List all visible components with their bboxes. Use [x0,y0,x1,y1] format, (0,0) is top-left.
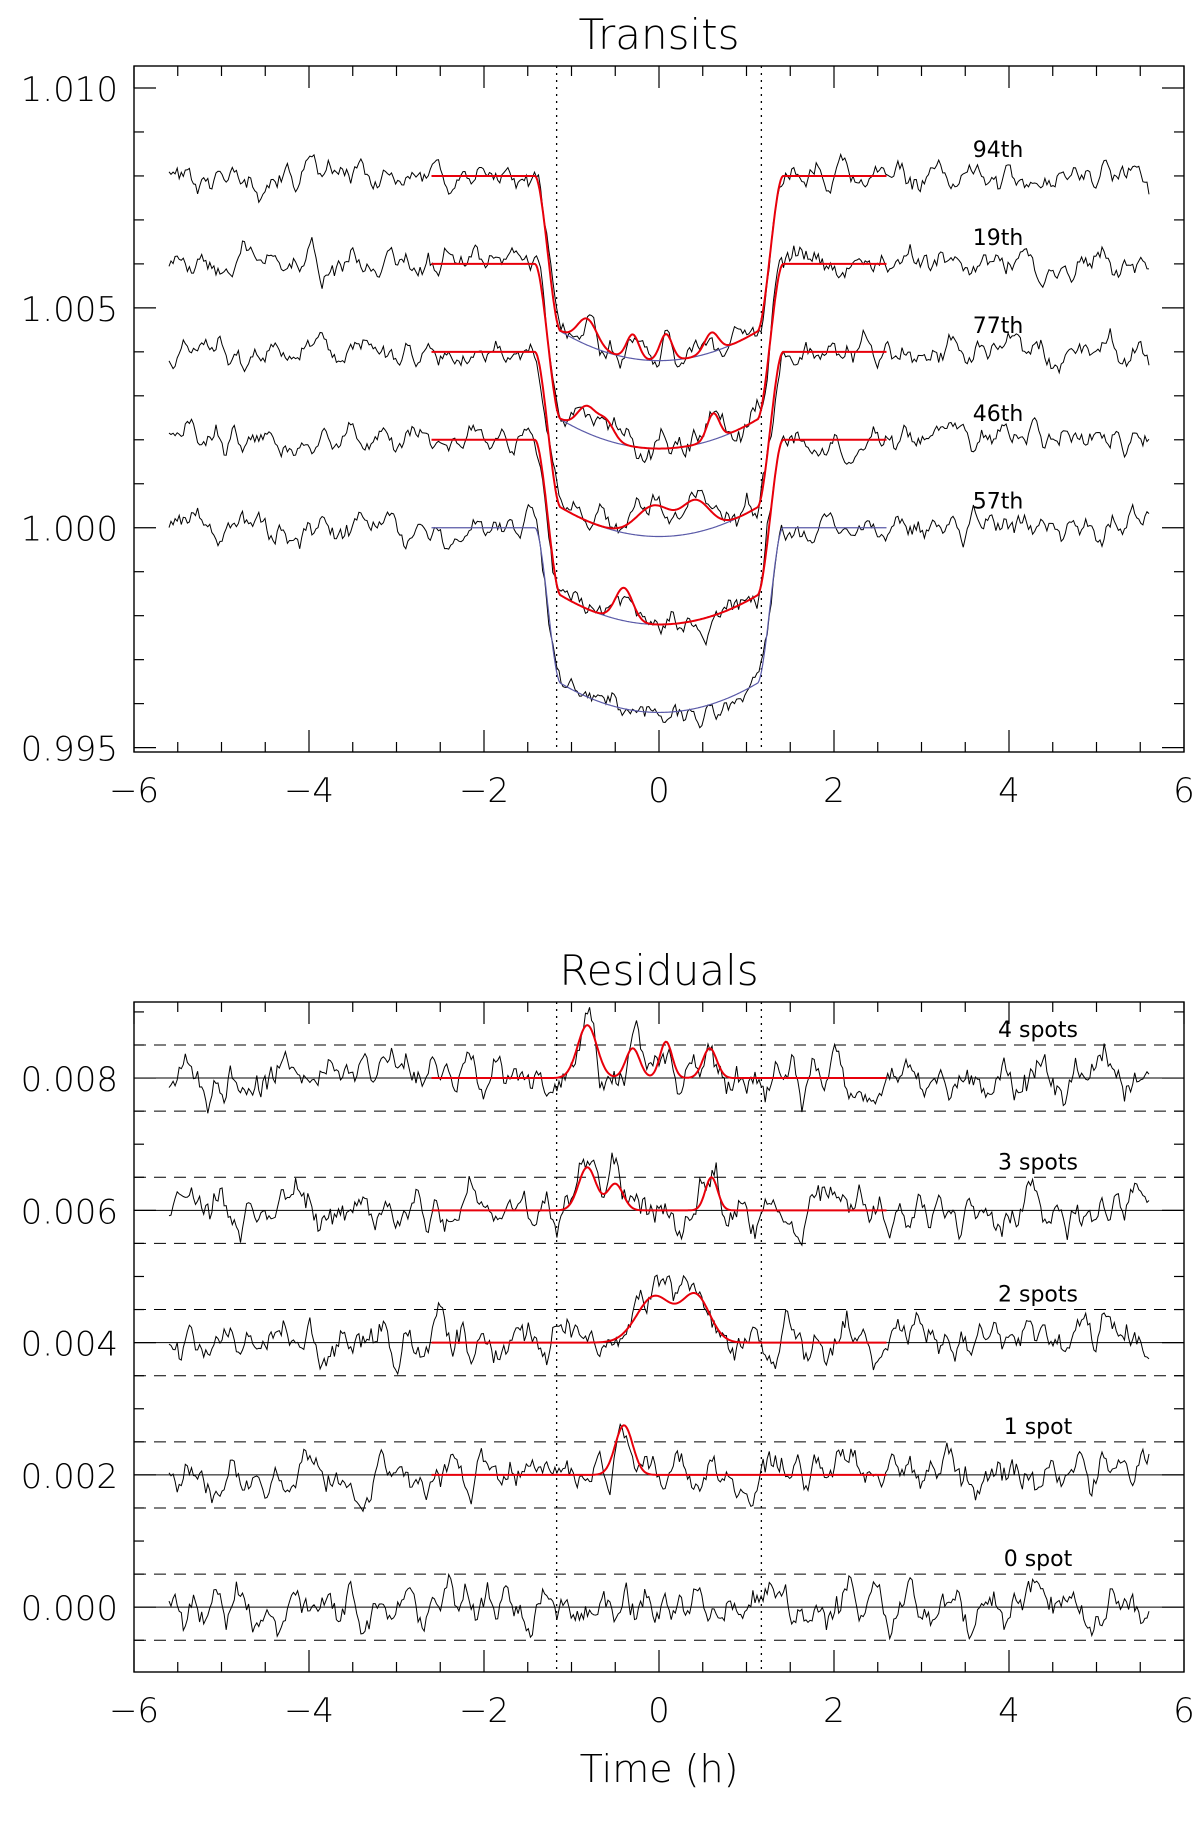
residual-label: 2 spots [998,1283,1078,1308]
transits-panel: Transits −6 −4 −2 0 2 4 6 0.995 1.000 1.005 1.010 94… [21,10,1195,811]
residual-label: 0 spot [1004,1547,1073,1572]
x-tick-label: 2 [823,771,845,811]
y-tick-label: 0.002 [21,1457,118,1497]
residual-series: 4 spots [134,1007,1184,1114]
transit-label: 46th [973,402,1024,427]
observed-light-curve [168,152,1150,369]
transit-series: 77th [168,314,1150,538]
x-tick-label: 0 [648,771,670,811]
x-tick-label: 6 [1173,771,1195,811]
y-tick-label: 1.000 [21,510,118,550]
no-spot-model-curve [431,351,887,538]
spot-model-curve [431,1024,887,1080]
transit-series: 94th [168,138,1150,369]
no-spot-model-curve [431,527,887,714]
spot-model-curve [431,1166,887,1212]
x-tick-label: −2 [459,1691,509,1731]
x-axis-label: Time (h) [580,1747,739,1791]
chart-title: Transits [578,10,739,59]
residual-curve [168,1274,1150,1376]
residual-series: 1 spot [134,1415,1184,1513]
transit-label: 77th [973,314,1024,339]
residual-curve [168,1422,1150,1513]
no-spot-model-curve [431,175,887,362]
transit-label: 57th [973,490,1024,515]
observed-light-curve [168,502,1150,729]
x-tick-label: 2 [823,1691,845,1731]
transit-series: 19th [168,226,1150,464]
transit-label: 94th [973,138,1024,163]
residual-label: 1 spot [1004,1415,1073,1440]
x-tick-label: −6 [109,1691,159,1731]
spot-model-curve [431,1292,887,1344]
spot-model-curve [431,438,887,626]
x-tick-label: −6 [109,771,159,811]
x-tick-label: 0 [648,1691,670,1731]
observed-light-curve [168,328,1150,534]
spot-model-curve [431,350,887,530]
observed-light-curve [168,237,1150,464]
x-tick-label: −4 [284,1691,334,1731]
x-tick-label: 4 [998,771,1020,811]
residual-series: 3 spots [134,1150,1184,1247]
residual-curve [168,1572,1150,1641]
x-tick-label: −4 [284,771,334,811]
chart-title: Residuals [559,946,758,995]
residual-label: 4 spots [998,1018,1078,1043]
residual-label: 3 spots [998,1150,1078,1175]
transit-label: 19th [973,226,1024,251]
x-tick-label: 4 [998,1691,1020,1731]
residual-curve [168,1007,1150,1114]
no-spot-model-curve [431,439,887,626]
spot-model-curve [431,1424,887,1476]
residual-curve [168,1152,1150,1247]
transit-series: 46th [168,402,1150,647]
y-tick-label: 1.010 [21,70,118,110]
y-tick-label: 0.995 [21,730,118,770]
spot-model-curve [431,174,887,361]
x-tick-label: −2 [459,771,509,811]
y-tick-label: 0.006 [21,1192,118,1232]
residuals-panel: Residuals Time (h) −6 −4 −2 0 2 4 6 0.000 0.002 0.0… [21,946,1195,1791]
y-tick-label: 0.000 [21,1589,118,1629]
spot-model-curve [431,262,887,450]
no-spot-model-curve [431,263,887,450]
y-tick-label: 0.004 [21,1325,118,1365]
transit-series: 57th [168,490,1150,729]
y-tick-label: 0.008 [21,1060,118,1100]
observed-light-curve [168,416,1150,647]
residual-series: 2 spots [134,1274,1184,1377]
plot-frame [133,65,1185,753]
x-tick-label: 6 [1173,1691,1195,1731]
y-tick-label: 1.005 [21,290,118,330]
residual-series: 0 spot [134,1547,1184,1641]
